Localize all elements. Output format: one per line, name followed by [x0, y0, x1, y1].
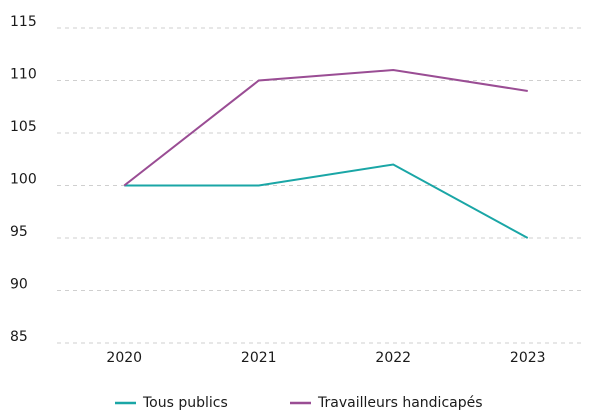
y-tick-label: 115	[10, 14, 37, 30]
series-line	[124, 163, 529, 239]
x-tick-label: 2020	[106, 350, 142, 366]
y-tick-label: 110	[10, 67, 37, 83]
y-tick-label: 85	[10, 329, 28, 345]
series-line	[123, 68, 528, 187]
y-tick-label: 95	[10, 224, 28, 240]
legend-label: Travailleurs handicapés	[317, 395, 483, 411]
y-tick-label: 90	[10, 277, 28, 293]
x-tick-label: 2023	[510, 350, 546, 366]
y-tick-label: 105	[10, 119, 37, 135]
y-tick-label: 100	[10, 172, 37, 188]
legend-label: Tous publics	[142, 395, 228, 411]
x-tick-label: 2021	[241, 350, 277, 366]
x-tick-label: 2022	[375, 350, 411, 366]
